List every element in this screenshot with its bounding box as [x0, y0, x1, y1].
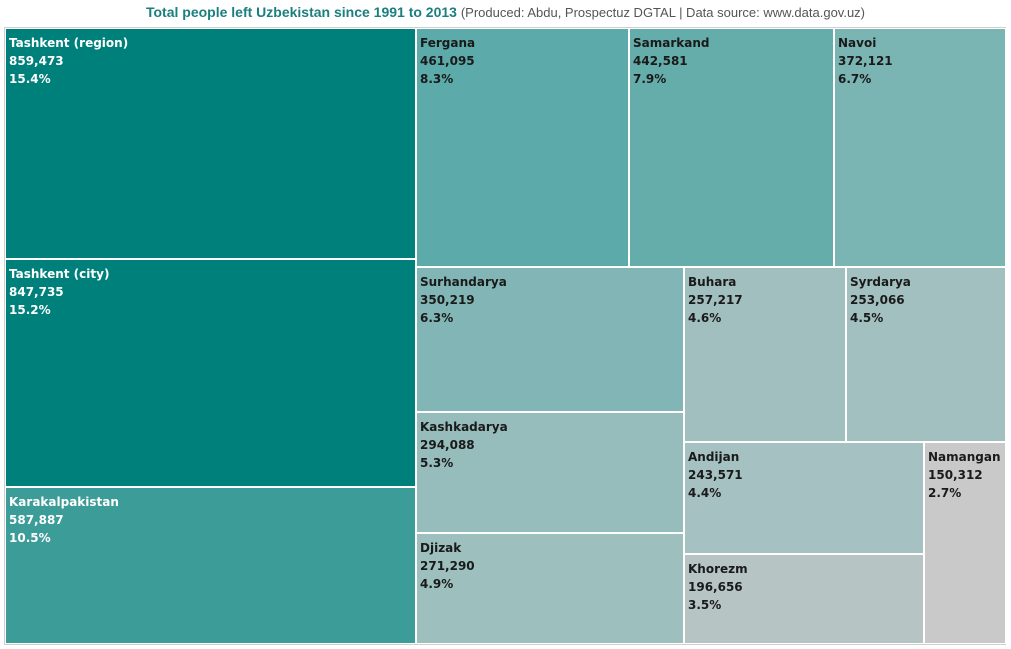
tile-name: Fergana: [420, 36, 476, 50]
chart-header: Total people left Uzbekistan since 1991 …: [0, 0, 1011, 24]
tile-name: Buhara: [688, 275, 737, 289]
tile-value: 257,217: [688, 293, 743, 307]
tile-name: Karakalpakistan: [9, 495, 119, 509]
treemap-tile-syrdarya: Syrdarya 253,066 4.5%: [846, 267, 1006, 442]
treemap-tile-tashkent-city: Tashkent (city) 847,735 15.2%: [5, 259, 416, 487]
tile-value: 271,290: [420, 559, 475, 573]
tile-name: Djizak: [420, 541, 462, 555]
tile-percent: 6.3%: [420, 311, 454, 325]
chart-subtitle: (Produced: Abdu, Prospectuz DGTAL | Data…: [460, 5, 866, 20]
treemap-tile-karakalpakistan: Karakalpakistan 587,887 10.5%: [5, 487, 416, 644]
tile-value: 587,887: [9, 513, 64, 527]
tile-value: 847,735: [9, 285, 64, 299]
tile-percent: 4.6%: [688, 311, 722, 325]
tile-percent: 15.4%: [9, 72, 51, 86]
tile-percent: 4.9%: [420, 577, 454, 591]
tile-percent: 2.7%: [928, 486, 962, 500]
tile-percent: 15.2%: [9, 303, 51, 317]
tile-name: Tashkent (region): [9, 36, 129, 50]
tile-percent: 10.5%: [9, 531, 51, 545]
tile-name: Tashkent (city): [9, 267, 110, 281]
tile-percent: 6.7%: [838, 72, 872, 86]
treemap-tile-samarkand: Samarkand 442,581 7.9%: [629, 28, 834, 267]
tile-percent: 4.4%: [688, 486, 722, 500]
tile-value: 253,066: [850, 293, 905, 307]
treemap-tile-andijan: Andijan 243,571 4.4%: [684, 442, 924, 554]
tile-percent: 8.3%: [420, 72, 454, 86]
tile-name: Namangan: [928, 450, 1001, 464]
chart-title: Total people left Uzbekistan since 1991 …: [145, 4, 457, 20]
treemap-tile-namangan: Namangan 150,312 2.7%: [924, 442, 1006, 644]
treemap-tile-kashkadarya: Kashkadarya 294,088 5.3%: [416, 412, 684, 533]
tile-value: 350,219: [420, 293, 475, 307]
treemap-tile-buhara: Buhara 257,217 4.6%: [684, 267, 846, 442]
tile-value: 196,656: [688, 580, 743, 594]
tile-name: Kashkadarya: [420, 420, 508, 434]
tile-name: Syrdarya: [850, 275, 911, 289]
tile-percent: 4.5%: [850, 311, 884, 325]
treemap-tile-tashkent-region: Tashkent (region) 859,473 15.4%: [5, 28, 416, 259]
treemap-tile-khorezm: Khorezm 196,656 3.5%: [684, 554, 924, 644]
treemap-tile-djizak: Djizak 271,290 4.9%: [416, 533, 684, 644]
treemap-tile-surhandarya: Surhandarya 350,219 6.3%: [416, 267, 684, 412]
tile-value: 442,581: [633, 54, 688, 68]
tile-name: Samarkand: [633, 36, 710, 50]
treemap-tile-fergana: Fergana 461,095 8.3%: [416, 28, 629, 267]
tile-value: 372,121: [838, 54, 893, 68]
tile-name: Khorezm: [688, 562, 748, 576]
tile-value: 243,571: [688, 468, 743, 482]
tile-name: Navoi: [838, 36, 877, 50]
tile-value: 150,312: [928, 468, 983, 482]
tile-name: Andijan: [688, 450, 740, 464]
tile-name: Surhandarya: [420, 275, 507, 289]
tile-value: 859,473: [9, 54, 64, 68]
tile-value: 294,088: [420, 438, 475, 452]
tile-percent: 7.9%: [633, 72, 667, 86]
tile-percent: 3.5%: [688, 598, 722, 612]
treemap-tile-navoi: Navoi 372,121 6.7%: [834, 28, 1006, 267]
treemap: Tashkent (region) 859,473 15.4% Tashkent (c…: [4, 27, 1006, 645]
tile-value: 461,095: [420, 54, 475, 68]
tile-percent: 5.3%: [420, 456, 454, 470]
